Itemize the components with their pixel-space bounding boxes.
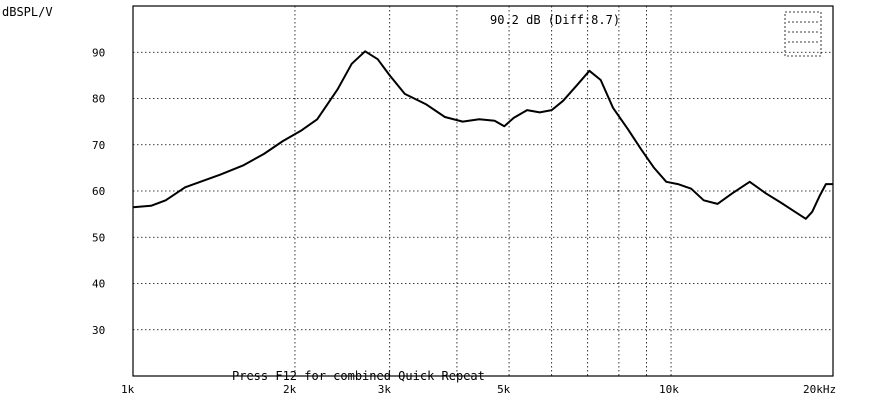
y-tick-labels: 90 80 70 60 50 40 30 (92, 46, 105, 337)
readout-text: 90.2 dB (Diff:8.7) (490, 13, 620, 27)
plot-frame (132, 5, 834, 377)
y-tick-label: 40 (92, 278, 105, 291)
y-tick-label: 80 (92, 93, 105, 106)
x-tick-label: 20kHz (803, 383, 836, 396)
y-tick-label: 90 (92, 46, 105, 59)
x-tick-label: 1k (121, 383, 135, 396)
x-tick-label: 3k (378, 383, 392, 396)
x-tick-labels: 1k 2k 3k 5k 10k 20kHz (121, 383, 836, 396)
y-axis-label: dBSPL/V (2, 5, 53, 19)
footer-message: Press F12 for combined Quick Repeat (232, 369, 485, 383)
scroll-indicator-icon[interactable] (784, 11, 822, 57)
x-tick-label: 5k (497, 383, 511, 396)
x-tick-label: 10k (659, 383, 679, 396)
series-layer (132, 50, 833, 220)
y-tick-label: 60 (92, 185, 105, 198)
response-curve (132, 50, 833, 220)
y-tick-label: 30 (92, 324, 105, 337)
y-tick-label: 50 (92, 231, 105, 244)
grid (133, 6, 834, 376)
x-tick-label: 2k (283, 383, 297, 396)
y-tick-label: 70 (92, 139, 105, 152)
